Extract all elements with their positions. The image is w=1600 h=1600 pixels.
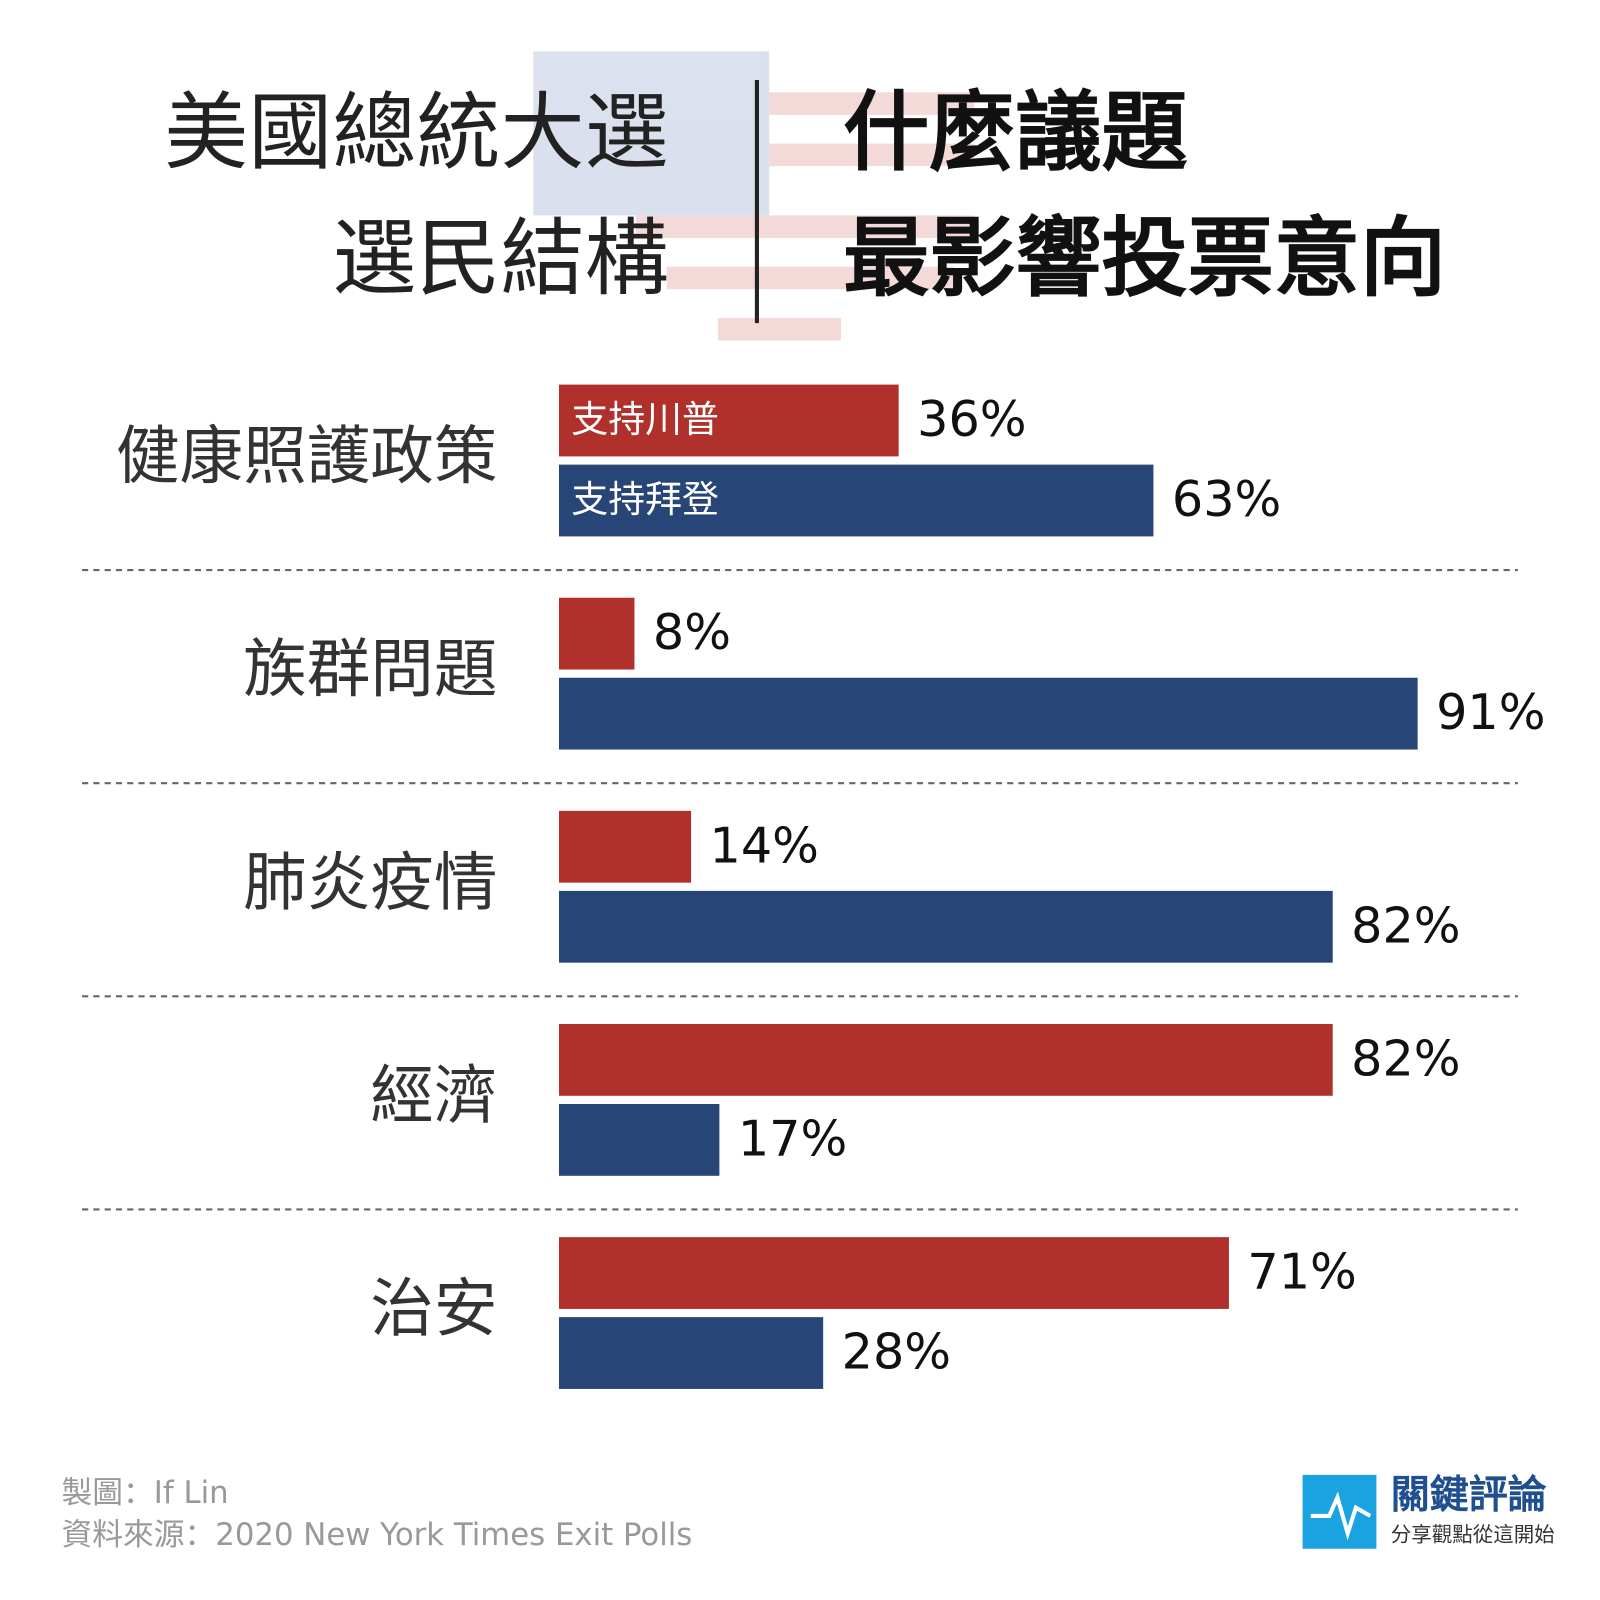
- value-label: 82%: [1351, 896, 1460, 954]
- footer-source: 資料來源：2020 New York Times Exit Polls: [62, 1517, 693, 1553]
- category-label: 經濟: [370, 1058, 497, 1132]
- bar: [558, 1237, 1229, 1309]
- bar: [558, 677, 1418, 750]
- bar: [558, 810, 692, 883]
- category-label: 族群問題: [243, 632, 497, 706]
- logo: 關鍵評論 分享觀點從這開始: [1302, 1473, 1555, 1549]
- title-right-1: 什麼議題: [843, 83, 1188, 183]
- flag-background: [533, 51, 975, 341]
- value-label: 14%: [710, 816, 819, 874]
- value-label: 71%: [1247, 1243, 1356, 1301]
- logo-slogan: 分享觀點從這開始: [1391, 1522, 1555, 1546]
- value-label: 91%: [1436, 683, 1545, 741]
- value-label: 8%: [653, 603, 731, 661]
- bar: [558, 890, 1333, 963]
- bar: [558, 1104, 720, 1176]
- bar: [558, 384, 899, 457]
- category-label: 治安: [370, 1272, 497, 1346]
- title-left-1: 美國總統大選: [164, 83, 669, 181]
- footer-credit: 製圖：If Lin: [62, 1475, 229, 1511]
- value-label: 82%: [1351, 1029, 1460, 1087]
- title-left-2: 選民結構: [332, 210, 668, 308]
- category-label: 肺炎疫情: [243, 845, 497, 919]
- bar: [558, 1317, 824, 1389]
- value-label: 63%: [1172, 470, 1281, 528]
- bar: [558, 597, 635, 670]
- legend-label: 支持拜登: [571, 478, 719, 521]
- bar: [558, 1024, 1333, 1096]
- value-label: 36%: [917, 390, 1026, 448]
- category-label: 健康照護政策: [116, 419, 497, 493]
- value-label: 17%: [738, 1109, 847, 1167]
- logo-pulse: [1310, 1491, 1372, 1541]
- legend-label: 支持川普: [571, 398, 719, 441]
- value-label: 28%: [842, 1323, 951, 1381]
- bar: [558, 464, 1154, 537]
- logo-name: 關鍵評論: [1391, 1473, 1547, 1518]
- title-right-2: 最影響投票意向: [843, 209, 1446, 309]
